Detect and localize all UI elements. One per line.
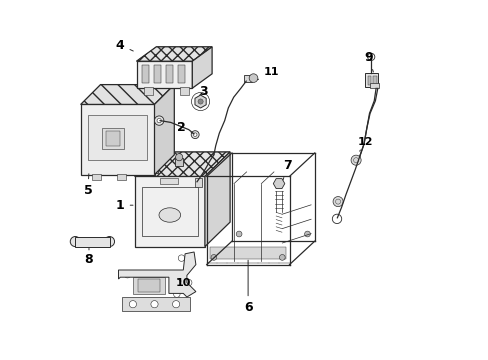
Circle shape — [304, 231, 310, 237]
Text: 3: 3 — [199, 85, 207, 98]
Polygon shape — [192, 47, 212, 88]
Bar — [102, 128, 123, 149]
Circle shape — [279, 255, 285, 260]
Bar — [149, 165, 158, 173]
Bar — [122, 297, 190, 311]
Bar — [364, 73, 377, 87]
Circle shape — [211, 255, 216, 260]
Bar — [179, 87, 188, 95]
Bar — [88, 115, 147, 160]
Polygon shape — [118, 252, 196, 297]
Text: 7: 7 — [283, 159, 291, 180]
Bar — [78, 239, 82, 244]
Bar — [194, 178, 202, 187]
Circle shape — [193, 133, 197, 136]
Bar — [138, 279, 160, 292]
Circle shape — [171, 271, 177, 278]
Polygon shape — [81, 104, 154, 175]
Bar — [117, 174, 125, 180]
Circle shape — [198, 99, 203, 104]
Bar — [85, 239, 90, 244]
Circle shape — [154, 116, 163, 125]
Circle shape — [70, 237, 80, 247]
Circle shape — [178, 255, 184, 261]
Bar — [244, 75, 251, 82]
Text: 10: 10 — [175, 278, 191, 288]
Text: 11: 11 — [257, 67, 279, 80]
Circle shape — [191, 131, 199, 139]
Polygon shape — [204, 152, 230, 247]
Circle shape — [151, 301, 158, 308]
Text: 2: 2 — [177, 121, 192, 134]
Polygon shape — [154, 85, 174, 175]
Text: 8: 8 — [84, 248, 93, 266]
Text: 6: 6 — [244, 260, 252, 314]
Text: 5: 5 — [83, 174, 92, 197]
Bar — [75, 237, 109, 247]
Bar — [153, 65, 161, 83]
Circle shape — [185, 279, 192, 286]
Text: 12: 12 — [357, 137, 372, 151]
Bar — [370, 83, 378, 88]
Polygon shape — [273, 179, 284, 189]
Bar — [165, 65, 172, 83]
Circle shape — [157, 118, 161, 123]
Bar — [142, 187, 197, 236]
Circle shape — [129, 301, 136, 308]
Polygon shape — [160, 178, 178, 184]
Circle shape — [104, 237, 114, 247]
Circle shape — [236, 231, 242, 237]
Circle shape — [175, 154, 183, 161]
Bar — [372, 76, 376, 85]
Circle shape — [172, 301, 179, 308]
Bar — [133, 277, 165, 294]
Circle shape — [150, 161, 157, 168]
Polygon shape — [134, 152, 230, 176]
Bar — [93, 239, 98, 244]
Circle shape — [124, 271, 130, 278]
Bar — [367, 76, 370, 85]
Text: 4: 4 — [116, 39, 133, 51]
Circle shape — [350, 155, 361, 165]
Polygon shape — [134, 176, 204, 247]
Polygon shape — [136, 61, 192, 88]
Bar — [143, 87, 152, 95]
Bar — [175, 158, 183, 166]
Bar — [106, 131, 120, 146]
Polygon shape — [81, 85, 174, 104]
Polygon shape — [136, 47, 212, 61]
Bar — [101, 239, 105, 244]
Circle shape — [332, 197, 343, 207]
Circle shape — [173, 291, 180, 297]
Text: 1: 1 — [116, 199, 133, 212]
Bar — [91, 174, 101, 180]
Ellipse shape — [159, 208, 180, 222]
Bar — [142, 65, 149, 83]
Bar — [210, 247, 285, 259]
Circle shape — [249, 74, 257, 82]
Text: 9: 9 — [364, 51, 373, 72]
Bar — [177, 65, 184, 83]
Polygon shape — [195, 95, 206, 108]
